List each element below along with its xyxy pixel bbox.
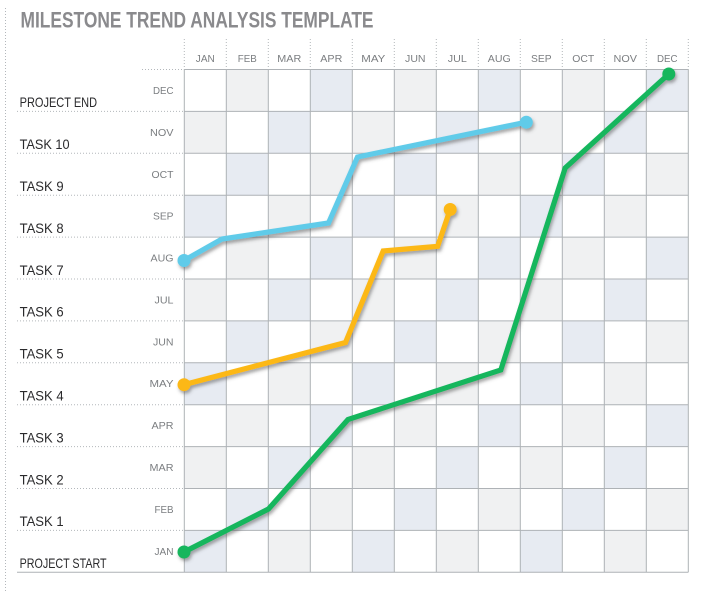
svg-text:MAY: MAY — [361, 53, 385, 65]
svg-text:JUN: JUN — [405, 53, 426, 65]
svg-text:AUG: AUG — [488, 53, 511, 65]
svg-text:JUL: JUL — [448, 53, 467, 65]
svg-text:APR: APR — [152, 420, 174, 432]
svg-text:MAY: MAY — [150, 378, 174, 390]
svg-text:NOV: NOV — [150, 127, 174, 139]
svg-text:OCT: OCT — [572, 53, 595, 65]
svg-text:APR: APR — [320, 53, 342, 65]
svg-text:FEB: FEB — [238, 53, 257, 65]
svg-text:SEP: SEP — [153, 211, 174, 223]
svg-text:TASK 8: TASK 8 — [20, 221, 64, 236]
svg-text:TASK 1: TASK 1 — [20, 514, 64, 529]
svg-text:FEB: FEB — [155, 504, 174, 516]
svg-text:JAN: JAN — [155, 546, 174, 558]
svg-text:DEC: DEC — [153, 85, 174, 97]
svg-text:MILESTONE TREND ANALYSIS TEMPL: MILESTONE TREND ANALYSIS TEMPLATE — [21, 8, 374, 33]
svg-text:OCT: OCT — [152, 169, 175, 181]
svg-text:TASK 4: TASK 4 — [20, 389, 64, 404]
svg-text:DEC: DEC — [657, 53, 678, 65]
svg-text:TASK 3: TASK 3 — [20, 430, 64, 445]
svg-text:TASK 9: TASK 9 — [20, 179, 64, 194]
svg-text:TASK 5: TASK 5 — [20, 347, 64, 362]
svg-text:JUL: JUL — [155, 294, 174, 306]
svg-text:PROJECT START: PROJECT START — [20, 556, 107, 571]
svg-text:TASK 6: TASK 6 — [20, 305, 64, 320]
svg-text:JUN: JUN — [153, 336, 174, 348]
svg-text:PROJECT END: PROJECT END — [20, 95, 98, 110]
svg-text:SEP: SEP — [531, 53, 552, 65]
svg-text:AUG: AUG — [151, 253, 174, 265]
svg-text:TASK 10: TASK 10 — [20, 137, 70, 152]
svg-text:MAR: MAR — [150, 462, 174, 474]
svg-text:MAR: MAR — [277, 53, 301, 65]
svg-text:NOV: NOV — [614, 53, 638, 65]
svg-text:TASK 2: TASK 2 — [20, 472, 64, 487]
svg-text:JAN: JAN — [196, 53, 215, 65]
svg-text:TASK 7: TASK 7 — [20, 263, 64, 278]
